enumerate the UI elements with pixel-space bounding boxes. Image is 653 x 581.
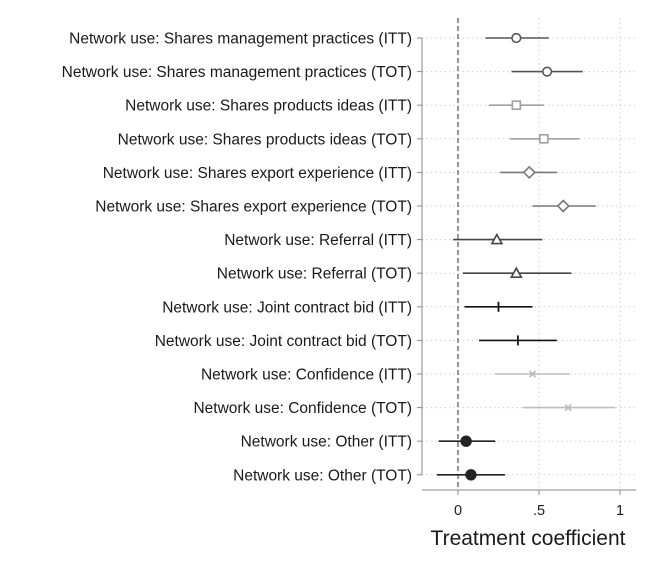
grid-lines (422, 18, 636, 490)
category-label: Network use: Shares management practices… (69, 31, 412, 48)
x-tick-label: 1 (616, 503, 624, 519)
estimate-marker (509, 266, 523, 279)
category-label: Network use: Shares management practices… (62, 64, 412, 81)
estimate-marker (490, 232, 504, 245)
category-label: Network use: Joint contract bid (ITT) (162, 299, 412, 316)
estimate-marker (528, 370, 537, 378)
estimate-marker (556, 199, 570, 213)
estimate-marker (465, 469, 477, 481)
estimate-marker (564, 403, 572, 412)
x-axis-title: Treatment coefficient (431, 527, 626, 550)
x-tick-labels: 0.5 1 (454, 503, 624, 519)
estimate-marker (522, 165, 536, 180)
category-label: Network use: Shares export experience (T… (95, 199, 412, 216)
category-label: Network use: Other (TOT) (233, 467, 412, 484)
estimate-marker (511, 100, 522, 110)
category-label: Network use: Shares products ideas (ITT) (125, 98, 412, 115)
axes (417, 37, 636, 495)
estimate-marker (541, 66, 553, 77)
category-label: Network use: Referral (TOT) (217, 266, 412, 283)
category-labels: Network use: Shares management practices… (62, 31, 412, 485)
category-label: Network use: Other (ITT) (241, 434, 412, 451)
category-label: Network use: Referral (ITT) (224, 232, 412, 249)
x-tick-label: .5 (533, 503, 545, 519)
x-tick-label: 0 (454, 503, 462, 519)
estimate-marker (539, 134, 549, 144)
category-label: Network use: Confidence (ITT) (201, 367, 412, 384)
category-label: Network use: Confidence (TOT) (193, 400, 412, 417)
estimate-marker (511, 32, 522, 44)
estimates (436, 32, 616, 481)
category-label: Network use: Joint contract bid (TOT) (155, 333, 412, 350)
category-label: Network use: Shares products ideas (TOT) (118, 131, 412, 148)
category-label: Network use: Shares export experience (I… (103, 165, 412, 182)
estimate-marker (460, 435, 472, 447)
